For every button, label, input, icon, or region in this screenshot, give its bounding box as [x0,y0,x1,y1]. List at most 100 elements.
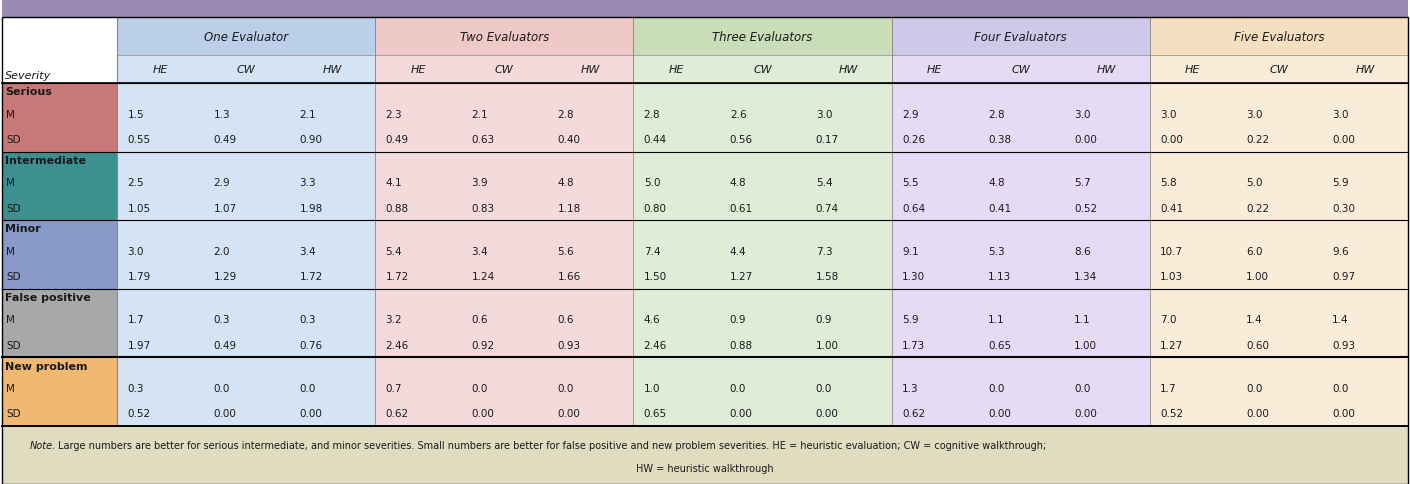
Text: M: M [6,315,16,325]
Bar [633,358,891,376]
Bar [375,102,633,127]
Text: 3.4: 3.4 [471,246,488,257]
Bar [117,289,375,307]
Text: 0.41: 0.41 [1160,203,1183,213]
Text: 2.3: 2.3 [385,109,402,120]
Text: 1.07: 1.07 [213,203,237,213]
Text: 4.1: 4.1 [385,178,402,188]
Text: 0.9: 0.9 [730,315,746,325]
Bar [117,170,375,196]
Bar [1149,289,1409,307]
Text: 1.27: 1.27 [730,272,753,282]
Bar [891,239,1149,264]
Text: Five Evaluators: Five Evaluators [1234,30,1324,44]
Text: 1.72: 1.72 [299,272,323,282]
Bar [1149,170,1409,196]
Text: 6.0: 6.0 [1246,246,1263,257]
Bar [891,152,1149,170]
Text: CW: CW [1269,65,1289,75]
Text: 1.98: 1.98 [299,203,323,213]
Text: SD: SD [6,272,21,282]
Text: 0.0: 0.0 [816,383,832,393]
Text: 0.74: 0.74 [816,203,839,213]
Text: 8.6: 8.6 [1074,246,1091,257]
Bar [117,196,375,221]
Text: 3.3: 3.3 [299,178,316,188]
Text: 4.8: 4.8 [558,178,574,188]
Text: 1.03: 1.03 [1160,272,1183,282]
Bar [117,127,375,152]
Text: 0.44: 0.44 [644,135,667,145]
Bar [891,102,1149,127]
Text: 3.2: 3.2 [385,315,402,325]
Text: 0.3: 0.3 [127,383,144,393]
Text: 1.7: 1.7 [1160,383,1177,393]
Text: 0.38: 0.38 [988,135,1011,145]
Text: 0.93: 0.93 [1332,340,1355,350]
Bar [1,152,117,170]
Bar [117,307,375,333]
Bar [117,401,375,426]
Text: 0.83: 0.83 [471,203,495,213]
Text: 3.4: 3.4 [299,246,316,257]
Bar [117,376,375,401]
Bar [1149,264,1409,289]
Text: 0.7: 0.7 [385,383,402,393]
Bar [117,333,375,358]
Bar [1149,127,1409,152]
Text: 0.41: 0.41 [988,203,1011,213]
Text: 2.9: 2.9 [213,178,230,188]
Bar [117,84,375,102]
Bar [891,401,1149,426]
Text: 5.5: 5.5 [902,178,918,188]
Text: 0.00: 0.00 [1332,135,1355,145]
Text: 1.00: 1.00 [816,340,839,350]
Text: 0.0: 0.0 [730,383,746,393]
Bar [1149,56,1409,84]
Text: 7.0: 7.0 [1160,315,1176,325]
Text: M: M [6,383,16,393]
Text: 0.00: 0.00 [558,408,581,419]
Bar [1149,239,1409,264]
Text: 5.9: 5.9 [902,315,918,325]
Text: 0.88: 0.88 [730,340,753,350]
Bar [633,170,891,196]
Text: 1.4: 1.4 [1332,315,1349,325]
Text: 5.0: 5.0 [1246,178,1263,188]
Text: 0.62: 0.62 [902,408,925,419]
Text: 0.0: 0.0 [1246,383,1262,393]
Text: 1.05: 1.05 [127,203,151,213]
Text: 2.8: 2.8 [644,109,660,120]
Text: Serious: Serious [6,87,52,97]
Text: 0.80: 0.80 [644,203,667,213]
Text: New problem: New problem [6,361,87,371]
Text: 0.00: 0.00 [816,408,839,419]
Text: Note.: Note. [30,439,56,450]
Bar [633,102,891,127]
Text: 2.8: 2.8 [558,109,574,120]
Text: 5.8: 5.8 [1160,178,1177,188]
Text: 1.00: 1.00 [1074,340,1097,350]
Bar [375,196,633,221]
Text: 0.00: 0.00 [299,408,323,419]
Text: 0.22: 0.22 [1246,135,1269,145]
Bar [891,221,1149,239]
Text: Minor: Minor [6,224,41,234]
Bar [891,18,1149,56]
Bar [633,289,891,307]
Text: 4.4: 4.4 [730,246,746,257]
Bar [633,196,891,221]
Bar [117,358,375,376]
Text: 0.52: 0.52 [127,408,151,419]
Text: 0.65: 0.65 [988,340,1011,350]
Bar [891,196,1149,221]
Text: 1.79: 1.79 [127,272,151,282]
Text: 1.58: 1.58 [816,272,839,282]
Bar [1,376,117,401]
Text: HW: HW [323,65,341,75]
Text: SD: SD [6,203,21,213]
Text: 0.30: 0.30 [1332,203,1355,213]
Text: 0.3: 0.3 [213,315,230,325]
Bar [375,221,633,239]
Text: 1.34: 1.34 [1074,272,1097,282]
